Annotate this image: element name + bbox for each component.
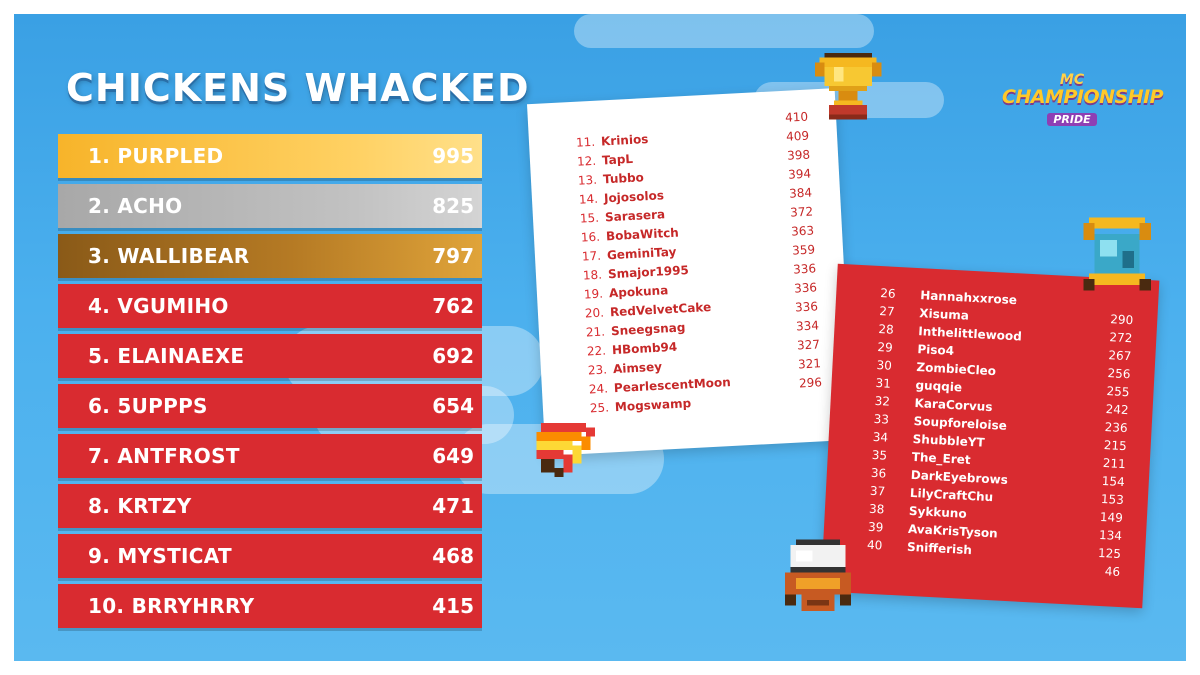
leaderboard-canvas: CHICKENS WHACKED 1. PURPLED 995 2. ACHO … (14, 14, 1186, 661)
row-name: 1. PURPLED (88, 144, 224, 168)
cloud-decoration (574, 14, 874, 48)
row-name: 8. KRTZY (88, 494, 192, 518)
row-name: 5. ELAINAEXE (88, 344, 245, 368)
leaderboard-row-9: 9. MYSTICAT 468 (58, 534, 482, 578)
leaderboard-row-6: 6. 5UPPPS 654 (58, 384, 482, 428)
row-name: 2. ACHO (88, 194, 183, 218)
leaderboard-row-5: 5. ELAINAEXE 692 (58, 334, 482, 378)
page-title: CHICKENS WHACKED (66, 66, 530, 110)
row-score: 649 (432, 444, 474, 468)
row-name: 7. ANTFROST (88, 444, 240, 468)
leaderboard-row-3: 3. WALLIBEAR 797 (58, 234, 482, 278)
leaderboard-row-10: 10. BRRYHRRY 415 (58, 584, 482, 628)
row-name: 6. 5UPPPS (88, 394, 208, 418)
ranks-26-40-card: 26 Hannahxxrose 290 27 Xisuma 272 28 Inthelit… (820, 263, 1160, 609)
row-score: 762 (432, 294, 474, 318)
row-score: 797 (432, 244, 474, 268)
row-score: 654 (432, 394, 474, 418)
ranks-11-25-card: 11. Krinios 410 12. TapL 409 13. Tubbo 398 14.… (526, 88, 854, 456)
row-name: 10. BRRYHRRY (88, 594, 255, 618)
leaderboard-row-8: 8. KRTZY 471 (58, 484, 482, 528)
mcc-pride-logo: MC CHAMPIONSHIP PRIDE (1002, 72, 1164, 126)
row-score: 468 (432, 544, 474, 568)
trophy-icon (814, 52, 882, 120)
row-score: 995 (432, 144, 474, 168)
row-score: 415 (432, 594, 474, 618)
row-name: 9. MYSTICAT (88, 544, 232, 568)
leaderboard-row-4: 4. VGUMIHO 762 (58, 284, 482, 328)
rainbow-icon (536, 423, 595, 477)
row-score: 825 (432, 194, 474, 218)
leaderboard-row-2: 2. ACHO 825 (58, 184, 482, 228)
chicken-helmet-icon (785, 539, 851, 611)
row-name: 4. VGUMIHO (88, 294, 229, 318)
leaderboard-row-7: 7. ANTFROST 649 (58, 434, 482, 478)
leaderboard-row-1: 1. PURPLED 995 (58, 134, 482, 178)
crown-gem-icon (1083, 217, 1151, 291)
row-score: 692 (432, 344, 474, 368)
row-score: 471 (432, 494, 474, 518)
row-name: 3. WALLIBEAR (88, 244, 250, 268)
